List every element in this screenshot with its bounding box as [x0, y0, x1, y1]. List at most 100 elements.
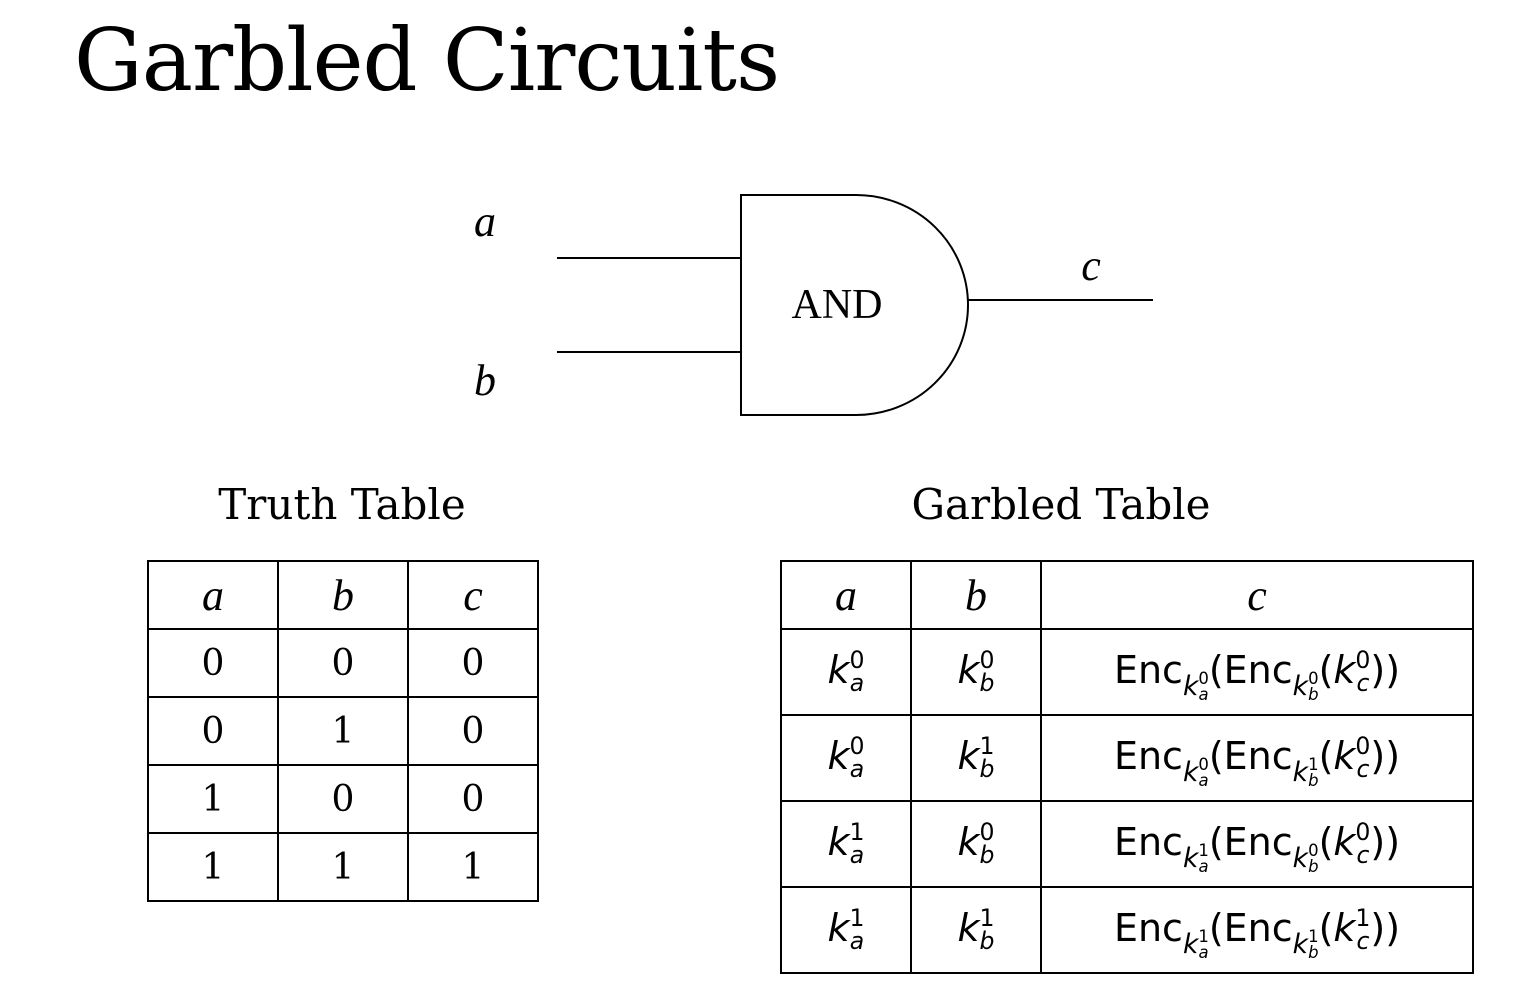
key-bit: 0 [1355, 731, 1371, 760]
key-wire: b [979, 841, 995, 870]
key-bit: 0 [979, 817, 995, 846]
table-row: k 1 a k 0 b Enck 1 a (Enck 0 b (k 0 c)) [780, 800, 1474, 888]
garbled-table: a b c k 0 a k 0 b Enck 0 a (Enck 0 b (k 0 c)) k 0 a k 1 b Enc… [780, 560, 1474, 974]
garbled-cell-c: Enck 1 a (Enck 0 b (k 0 c)) [1040, 800, 1474, 888]
truth-cell: 1 [277, 696, 409, 766]
truth-cell: 1 [147, 764, 279, 834]
paren: ( [1208, 733, 1224, 778]
truth-cell: 1 [407, 832, 539, 902]
garbled-cell-c: Enck 0 a (Enck 0 b (k 0 c)) [1040, 628, 1474, 716]
paren: ( [1208, 819, 1224, 864]
input-label-a: a [474, 197, 496, 246]
key-symbol: k [957, 733, 980, 778]
key-bit: 0 [1198, 754, 1209, 774]
paren: )) [1370, 733, 1401, 778]
key-bit: 1 [1355, 903, 1371, 932]
key-symbol: k [1333, 819, 1356, 864]
key-bit: 1 [1198, 840, 1209, 860]
input-label-b: b [474, 356, 496, 405]
truth-table: a b c 0 0 0 0 1 0 1 0 0 1 1 1 [147, 560, 539, 902]
key-wire: a [849, 669, 865, 698]
key-bit: 0 [1198, 668, 1209, 688]
output-label-c: c [1081, 241, 1101, 290]
key-symbol: k [1333, 905, 1356, 950]
key-bit: 1 [849, 903, 865, 932]
key-bit: 1 [1308, 754, 1319, 774]
enc-word: Enc [1223, 733, 1293, 778]
key-bit: 1 [1308, 926, 1319, 946]
table-row: 1 0 0 [147, 764, 539, 834]
paren: ( [1318, 819, 1334, 864]
key-bit: 1 [849, 817, 865, 846]
enc-word: Enc [1223, 905, 1293, 950]
table-row: k 0 a k 0 b Enck 0 a (Enck 0 b (k 0 c)) [780, 628, 1474, 716]
key-symbol: k [827, 733, 850, 778]
enc-word: Enc [1113, 733, 1183, 778]
paren: )) [1370, 647, 1401, 692]
key-bit: 0 [1308, 668, 1319, 688]
key-bit: 1 [1198, 926, 1209, 946]
truth-table-title: Truth Table [218, 480, 466, 529]
key-wire: a [849, 755, 865, 784]
key-bit: 1 [979, 731, 995, 760]
table-row: k 0 a k 1 b Enck 0 a (Enck 1 b (k 0 c)) [780, 714, 1474, 802]
table-row: 0 0 0 [147, 628, 539, 698]
key-wire: a [849, 841, 865, 870]
key-wire: c [1356, 841, 1370, 870]
garbled-cell-c: Enck 1 a (Enck 1 b (k 1 c)) [1040, 886, 1474, 974]
paren: )) [1370, 819, 1401, 864]
key-symbol: k [1292, 928, 1309, 960]
key-symbol: k [957, 905, 980, 950]
key-bit: 0 [1355, 817, 1371, 846]
enc-word: Enc [1223, 819, 1293, 864]
enc-word: Enc [1223, 647, 1293, 692]
key-wire: b [979, 755, 995, 784]
key-wire: b [979, 927, 995, 956]
truth-header-c: c [407, 560, 539, 630]
paren: ( [1208, 647, 1224, 692]
key-symbol: k [1182, 842, 1199, 874]
key-bit: 0 [1355, 645, 1371, 674]
key-wire: c [1356, 755, 1370, 784]
key-wire: b [1308, 771, 1319, 791]
table-row: 0 1 0 [147, 696, 539, 766]
truth-cell: 0 [277, 628, 409, 698]
enc-word: Enc [1113, 819, 1183, 864]
key-symbol: k [957, 647, 980, 692]
key-symbol: k [827, 905, 850, 950]
key-wire: c [1356, 927, 1370, 956]
key-symbol: k [1182, 756, 1199, 788]
paren: ( [1318, 733, 1334, 778]
key-symbol: k [1182, 670, 1199, 702]
and-gate-diagram: AND a b c [474, 194, 1153, 416]
